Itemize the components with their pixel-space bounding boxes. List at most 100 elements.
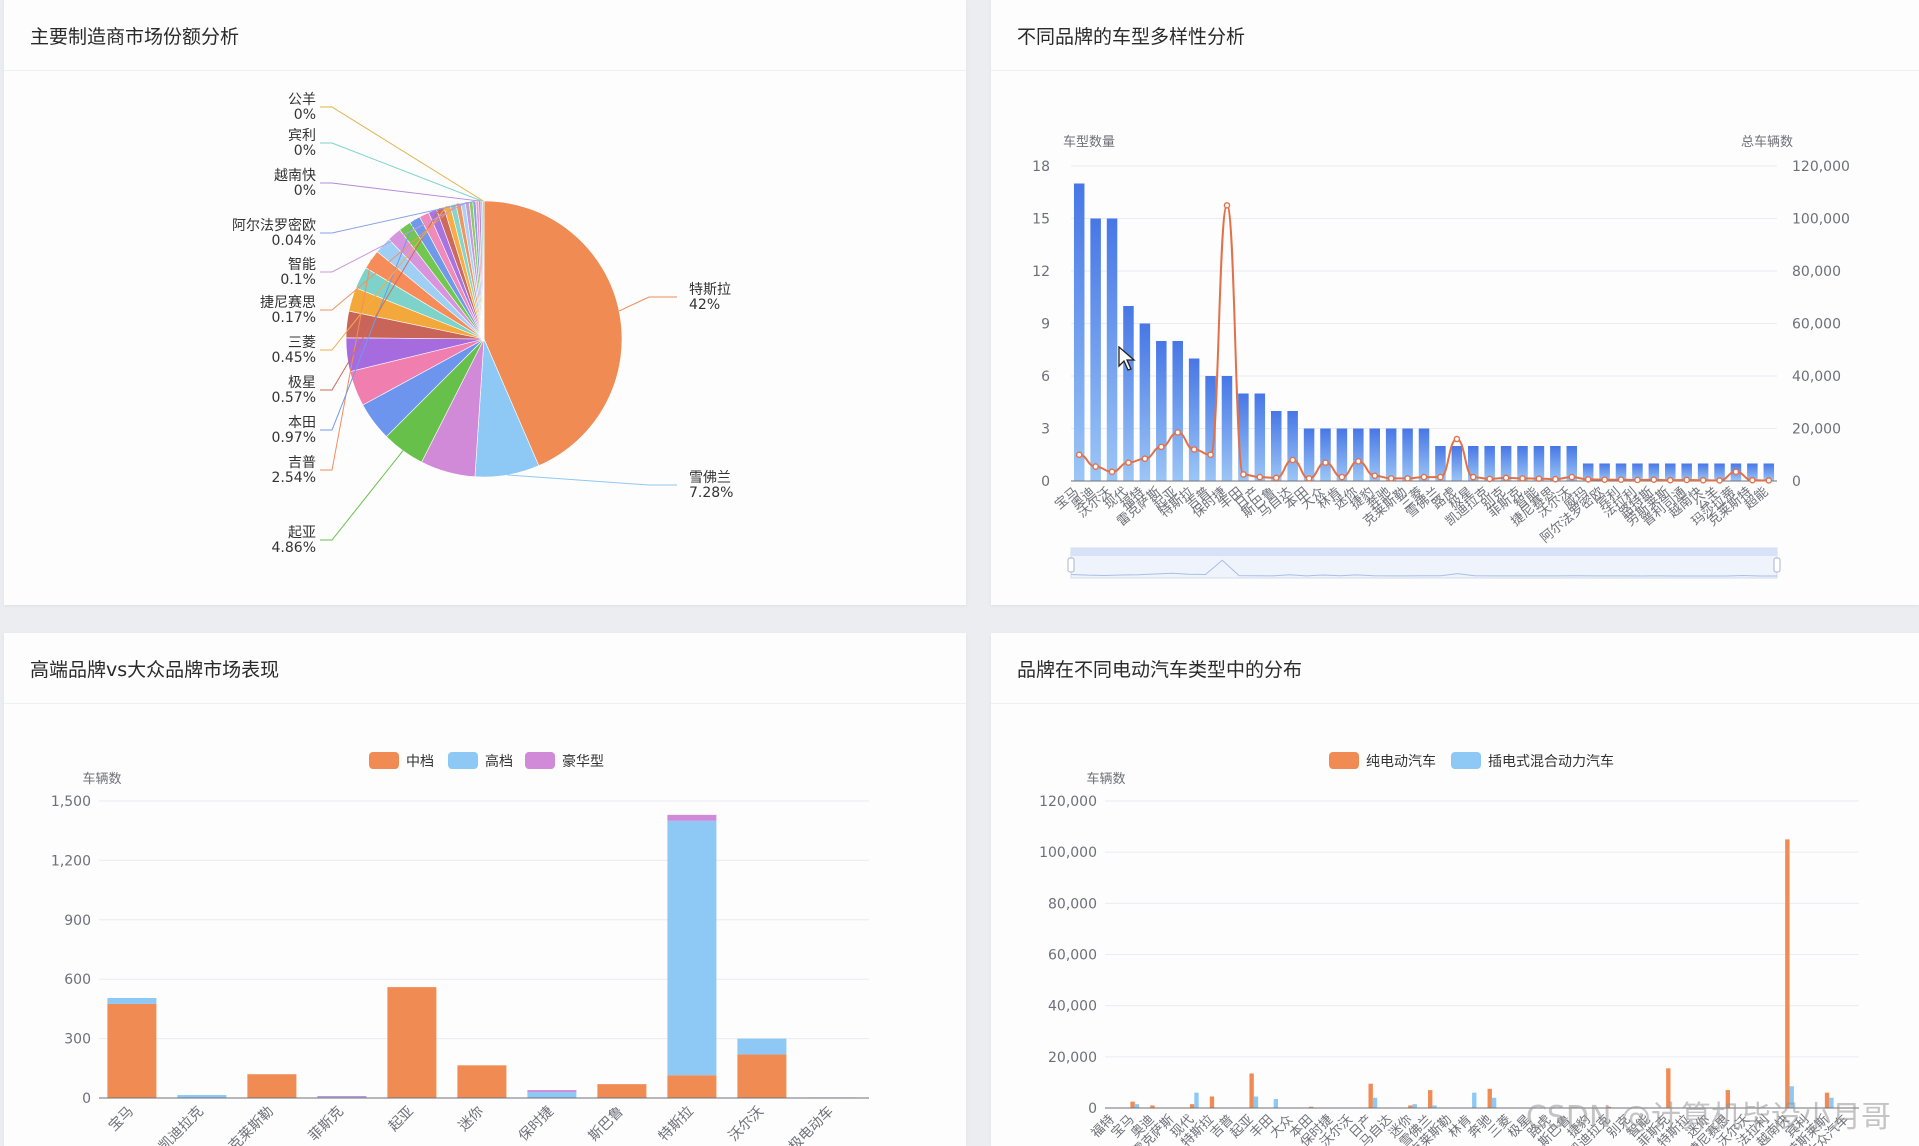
legend-swatch bbox=[1329, 752, 1359, 769]
grouped-bar bbox=[1372, 1097, 1378, 1108]
y-right-tick-label: 20,000 bbox=[1792, 422, 1841, 438]
line-point bbox=[1437, 473, 1444, 481]
bar bbox=[1172, 341, 1183, 481]
divider bbox=[4, 703, 966, 704]
grouped-bar bbox=[1666, 1068, 1671, 1108]
grouped-bar bbox=[1725, 1090, 1731, 1108]
pie-label-value: 7.28% bbox=[689, 485, 733, 501]
line-point bbox=[1519, 475, 1526, 482]
legend-swatch bbox=[369, 752, 399, 769]
combo-chart-title: 不同品牌的车型多样性分析 bbox=[1017, 26, 1246, 48]
stacked-bar-segment bbox=[667, 820, 717, 1076]
y-left-tick-label: 3 bbox=[1041, 422, 1050, 438]
pie-label-name: 雪佛兰 bbox=[689, 470, 731, 486]
bar bbox=[1500, 446, 1512, 481]
grouped-bar bbox=[1253, 1096, 1259, 1108]
y-right-tick-label: 120,000 bbox=[1792, 159, 1850, 175]
bar bbox=[1435, 446, 1446, 481]
x-tick-label: 起亚 bbox=[386, 1104, 417, 1135]
bar bbox=[1287, 411, 1298, 481]
line-point bbox=[1601, 476, 1608, 483]
y-tick-label: 300 bbox=[64, 1032, 91, 1048]
y-axis-label: 车辆数 bbox=[82, 771, 121, 787]
pie-chart-card: 主要制造商市场份额分析 特斯拉 42% 雪佛兰 7.28% 起亚 4.86% 吉普 2.54%… bbox=[4, 0, 966, 605]
legend-swatch bbox=[525, 752, 555, 769]
line-point bbox=[1190, 446, 1198, 453]
bar bbox=[1714, 463, 1725, 481]
y-left-tick-label: 9 bbox=[1041, 317, 1050, 333]
grouped-bar bbox=[1824, 1092, 1830, 1108]
pie-slice bbox=[483, 200, 623, 467]
grouped-bar bbox=[1487, 1088, 1492, 1108]
y-tick-label: 1,200 bbox=[51, 853, 91, 869]
bar bbox=[1303, 428, 1315, 481]
bar bbox=[1533, 446, 1545, 481]
line-point bbox=[1666, 476, 1674, 484]
stacked-bar-segment bbox=[387, 987, 437, 1098]
bar bbox=[1139, 323, 1151, 481]
bar bbox=[1665, 463, 1676, 481]
bar bbox=[1550, 446, 1561, 481]
grouped-bar bbox=[1491, 1097, 1497, 1108]
stacked-bar-segment bbox=[317, 1096, 367, 1098]
grouped-bar bbox=[1273, 1099, 1279, 1108]
legend-swatch bbox=[1451, 752, 1481, 769]
bar bbox=[1747, 463, 1758, 481]
pie-label-name: 极星 bbox=[288, 375, 316, 391]
pie-leader-line bbox=[320, 106, 484, 202]
pie-label-name: 公羊 bbox=[288, 92, 316, 108]
bar bbox=[1270, 411, 1282, 481]
zoom-slider-preview bbox=[1070, 559, 1778, 577]
pie-label-value: 0% bbox=[294, 183, 316, 199]
grouped-bar bbox=[1428, 1090, 1433, 1108]
bar bbox=[1517, 446, 1528, 481]
zoom-handle-right bbox=[1773, 557, 1781, 573]
line-point bbox=[1272, 474, 1280, 482]
pie-label-name: 本田 bbox=[288, 415, 316, 431]
line-point bbox=[1108, 468, 1116, 476]
stacked-bar-segment bbox=[107, 998, 157, 1004]
line-point bbox=[1158, 443, 1165, 451]
pie-leader-line bbox=[320, 142, 482, 202]
stacked-bar-segment bbox=[527, 1092, 577, 1098]
line-point bbox=[1502, 474, 1510, 482]
pie-leader-line bbox=[320, 205, 448, 351]
y-left-tick-label: 15 bbox=[1032, 212, 1050, 228]
y-right-tick-label: 40,000 bbox=[1792, 369, 1841, 385]
pie-label-value: 0.1% bbox=[280, 272, 316, 288]
line-point bbox=[1223, 202, 1231, 209]
y-tick-label: 0 bbox=[82, 1091, 91, 1107]
line-point bbox=[1092, 463, 1099, 470]
stacked-bar-segment bbox=[737, 1038, 787, 1055]
bar bbox=[1205, 376, 1216, 481]
stacked-bar-segment bbox=[177, 1095, 227, 1098]
grouped-bar bbox=[1189, 1104, 1195, 1108]
grouped-bar bbox=[1829, 1097, 1834, 1108]
pie-label-value: 4.86% bbox=[272, 540, 316, 556]
bar bbox=[1369, 428, 1380, 481]
bar bbox=[1402, 428, 1413, 481]
bar bbox=[1468, 446, 1479, 481]
bar bbox=[1238, 393, 1249, 481]
bar bbox=[1073, 183, 1085, 481]
line-point bbox=[1453, 435, 1461, 443]
pie-label-name: 特斯拉 bbox=[689, 282, 731, 298]
line-point bbox=[1338, 473, 1346, 481]
line-point bbox=[1207, 451, 1214, 459]
x-tick-label: 特斯拉 bbox=[656, 1104, 697, 1145]
x-tick-label: 沃尔沃 bbox=[726, 1104, 767, 1145]
y-tick-label: 900 bbox=[64, 913, 91, 929]
legend-label: 高档 bbox=[485, 753, 513, 770]
stacked-bar-segment bbox=[667, 1075, 717, 1098]
grouped-bar bbox=[1194, 1092, 1199, 1108]
line-point bbox=[1075, 451, 1083, 459]
line-point bbox=[1371, 472, 1379, 480]
line-point bbox=[1732, 468, 1740, 476]
line-point bbox=[1174, 429, 1182, 436]
grouped-bar bbox=[1785, 839, 1790, 1108]
line-point bbox=[1305, 475, 1313, 482]
pie-chart-title: 主要制造商市场份额分析 bbox=[30, 26, 240, 48]
bar bbox=[1763, 463, 1775, 481]
grouped-bar-card: 品牌在不同电动汽车类型中的分布 纯电动汽车 插电式混合动力汽车 车辆数 0 20,000… bbox=[991, 633, 1919, 1146]
bar bbox=[1106, 218, 1118, 481]
